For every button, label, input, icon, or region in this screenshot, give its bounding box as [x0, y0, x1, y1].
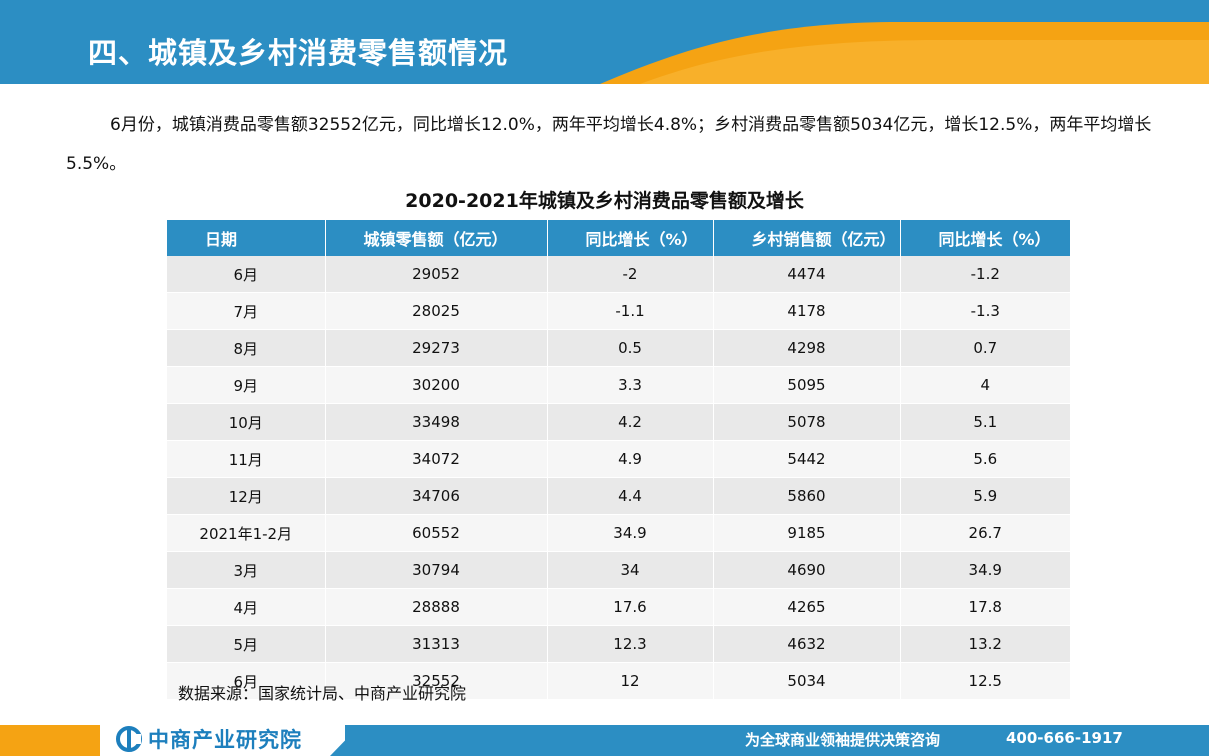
table-cell: 4474 [713, 256, 901, 293]
footer-background [0, 725, 1209, 756]
table-row: 12月 34706 4.4 5860 5.9 [167, 477, 1070, 515]
table-cell: 13.2 [900, 625, 1070, 663]
table-cell: 6月 [167, 662, 326, 700]
table-title: 2020-2021年城镇及乡村消费品零售额及增长 [405, 190, 804, 212]
table-cell: 10月 [167, 403, 326, 441]
table-cell: -1.3 [900, 292, 1070, 330]
table-row: 3月 30794 34 4690 34.9 [167, 551, 1070, 589]
source-note: 数据来源：国家统计局、中商产业研究院 [178, 684, 467, 703]
table-cell: 60552 [325, 514, 548, 552]
page-title: 四、城镇及乡村消费零售额情况 [88, 36, 509, 70]
table-cell: 4178 [713, 292, 901, 330]
table-header-row: 日期 城镇零售额（亿元） 同比增长（%） 乡村销售额（亿元） 同比增长（%） [167, 220, 1070, 256]
table-cell: 34706 [325, 477, 548, 515]
footer-bar [0, 721, 1209, 756]
table-cell: 2021年1-2月 [167, 514, 326, 552]
table-cell: 6月 [167, 256, 326, 293]
table-cell: 34.9 [547, 514, 714, 552]
table-cell: 34072 [325, 440, 548, 478]
table-cell: 28888 [325, 588, 548, 626]
table-cell: 5095 [713, 366, 901, 404]
column-header: 同比增长（%） [547, 220, 714, 256]
table-cell: 4月 [167, 588, 326, 626]
table-cell: 7月 [167, 292, 326, 330]
table-cell: 17.8 [900, 588, 1070, 626]
table-cell: 4298 [713, 329, 901, 367]
table-cell: 4.9 [547, 440, 714, 478]
column-header: 城镇零售额（亿元） [325, 220, 548, 256]
table-row: 11月 34072 4.9 5442 5.6 [167, 440, 1070, 478]
table-cell: 0.7 [900, 329, 1070, 367]
table-cell: 5.1 [900, 403, 1070, 441]
column-header: 乡村销售额（亿元） [713, 220, 901, 256]
table-cell: 34 [547, 551, 714, 589]
table-row: 5月 31313 12.3 4632 13.2 [167, 625, 1070, 663]
table-cell: 5078 [713, 403, 901, 441]
table-cell: 32552 [325, 662, 548, 700]
table-cell: -1.1 [547, 292, 714, 330]
table-cell: 0.5 [547, 329, 714, 367]
table-row: 9月 30200 3.3 5095 4 [167, 366, 1070, 404]
table-cell: 29273 [325, 329, 548, 367]
table-cell: 12月 [167, 477, 326, 515]
table-cell: 33498 [325, 403, 548, 441]
table-cell: 11月 [167, 440, 326, 478]
table-cell: 4 [900, 366, 1070, 404]
table-cell: 4265 [713, 588, 901, 626]
table-cell: 34.9 [900, 551, 1070, 589]
table-cell: 4.2 [547, 403, 714, 441]
company-logo: 中商产业研究院 [116, 724, 302, 754]
header-background [0, 0, 1209, 84]
table-cell: 29052 [325, 256, 548, 293]
table-cell: 30794 [325, 551, 548, 589]
table-cell: 17.6 [547, 588, 714, 626]
table-cell: -1.2 [900, 256, 1070, 293]
column-header: 同比增长（%） [900, 220, 1070, 256]
table-cell: 5034 [713, 662, 901, 700]
table-row: 6月 32552 12 5034 12.5 [167, 662, 1070, 700]
table-cell: 12 [547, 662, 714, 700]
logo-icon [116, 726, 142, 752]
table-row: 7月 28025 -1.1 4178 -1.3 [167, 292, 1070, 330]
table-row: 10月 33498 4.2 5078 5.1 [167, 403, 1070, 441]
table-cell: -2 [547, 256, 714, 293]
column-header: 日期 [167, 220, 326, 256]
table-cell: 9185 [713, 514, 901, 552]
table-row: 4月 28888 17.6 4265 17.8 [167, 588, 1070, 626]
header-banner: 四、城镇及乡村消费零售额情况 [0, 0, 1209, 84]
table-cell: 5860 [713, 477, 901, 515]
intro-paragraph: 6月份，城镇消费品零售额32552亿元，同比增长12.0%，两年平均增长4.8%… [66, 106, 1156, 184]
logo-text: 中商产业研究院 [148, 728, 302, 752]
table-cell: 8月 [167, 329, 326, 367]
footer-phone: 400-666-1917 [1006, 729, 1123, 747]
table-row: 8月 29273 0.5 4298 0.7 [167, 329, 1070, 367]
table-cell: 4.4 [547, 477, 714, 515]
footer-slogan: 为全球商业领袖提供决策咨询 [745, 731, 941, 749]
table-cell: 5.9 [900, 477, 1070, 515]
table-cell: 12.3 [547, 625, 714, 663]
table-cell: 28025 [325, 292, 548, 330]
table-cell: 3.3 [547, 366, 714, 404]
table-body: 6月 29052 -2 4474 -1.2 7月 28025 -1.1 4178 -1.3 8月 29… [167, 256, 1070, 700]
table-cell: 4690 [713, 551, 901, 589]
table-cell: 31313 [325, 625, 548, 663]
table-cell: 4632 [713, 625, 901, 663]
table-cell: 5.6 [900, 440, 1070, 478]
table-cell: 3月 [167, 551, 326, 589]
table-cell: 5月 [167, 625, 326, 663]
table-row: 6月 29052 -2 4474 -1.2 [167, 256, 1070, 293]
table-row: 2021年1-2月 60552 34.9 9185 26.7 [167, 514, 1070, 552]
table-cell: 9月 [167, 366, 326, 404]
sales-table: 日期 城镇零售额（亿元） 同比增长（%） 乡村销售额（亿元） 同比增长（%） 6… [167, 220, 1070, 700]
table-cell: 26.7 [900, 514, 1070, 552]
intro-text: 6月份，城镇消费品零售额32552亿元，同比增长12.0%，两年平均增长4.8%… [66, 115, 1152, 174]
table-cell: 12.5 [900, 662, 1070, 700]
table-cell: 30200 [325, 366, 548, 404]
table-cell: 5442 [713, 440, 901, 478]
